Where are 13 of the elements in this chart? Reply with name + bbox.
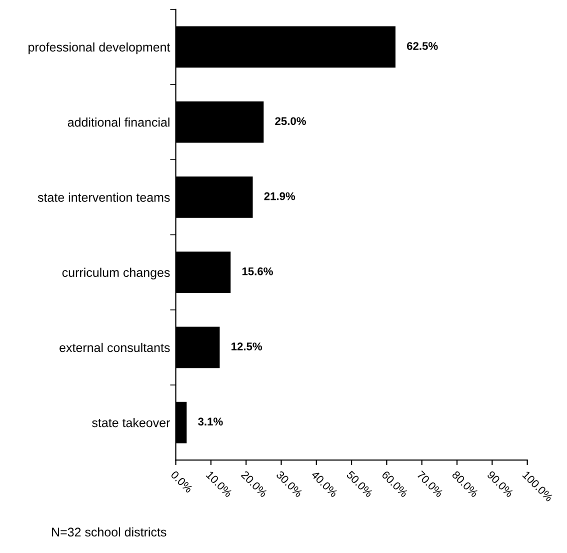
data-label: 12.5%: [232, 342, 262, 350]
data-label: 15.6%: [242, 267, 273, 276]
text: N=32 school districts: [52, 527, 166, 537]
data-label: 25.0%: [275, 117, 306, 126]
data-label: 3.1%: [198, 418, 223, 426]
y-tick-label: external consultants: [60, 342, 170, 352]
y-tick-label: additional financial: [68, 118, 170, 127]
y-tick-label: state takeover: [92, 418, 170, 428]
y-tick-label: professional development: [28, 42, 170, 54]
y-tick-label: state intervention teams: [38, 192, 170, 202]
y-tick-label: curriculum changes: [62, 268, 170, 280]
data-label: 21.9%: [264, 192, 296, 200]
data-label: 62.5%: [407, 42, 438, 50]
